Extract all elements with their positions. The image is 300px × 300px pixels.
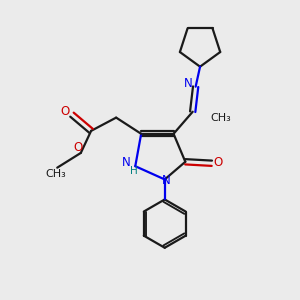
Text: CH₃: CH₃ (45, 169, 66, 179)
Text: N: N (162, 174, 171, 188)
Text: O: O (61, 105, 70, 118)
Text: O: O (73, 141, 83, 154)
Text: N: N (122, 156, 131, 169)
Text: CH₃: CH₃ (210, 112, 231, 123)
Text: H: H (130, 167, 138, 176)
Text: N: N (184, 77, 193, 90)
Text: O: O (214, 156, 223, 169)
